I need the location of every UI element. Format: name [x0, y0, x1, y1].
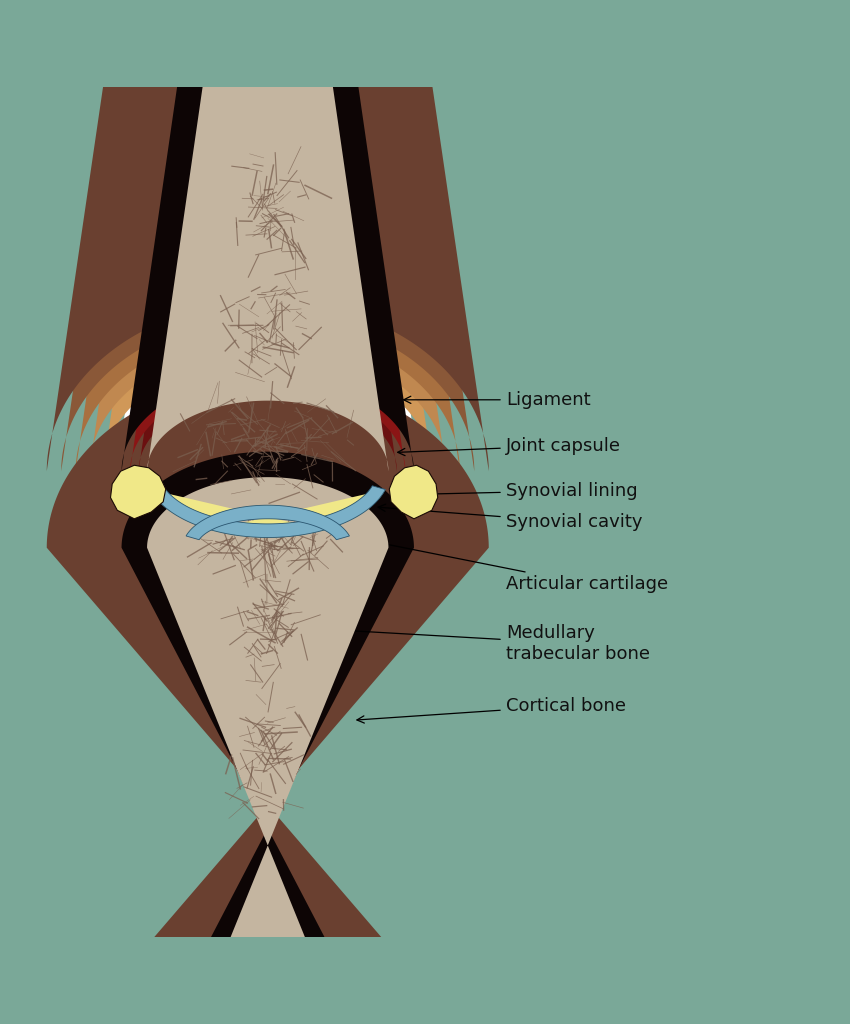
- Polygon shape: [103, 433, 433, 988]
- Text: Articular cartilage: Articular cartilage: [344, 534, 668, 593]
- Polygon shape: [61, 36, 474, 471]
- Polygon shape: [110, 465, 166, 519]
- Polygon shape: [116, 36, 419, 471]
- Polygon shape: [130, 460, 405, 988]
- Polygon shape: [147, 477, 388, 988]
- Polygon shape: [139, 469, 397, 988]
- Text: Joint capsule: Joint capsule: [398, 436, 620, 456]
- Polygon shape: [47, 378, 489, 988]
- Polygon shape: [47, 36, 489, 471]
- Polygon shape: [139, 36, 397, 471]
- Polygon shape: [103, 36, 433, 471]
- Polygon shape: [76, 36, 460, 471]
- Polygon shape: [89, 420, 446, 988]
- Polygon shape: [389, 465, 438, 519]
- Polygon shape: [122, 452, 414, 988]
- Text: Medullary
trabecular bone: Medullary trabecular bone: [285, 624, 649, 664]
- Polygon shape: [89, 36, 446, 471]
- Polygon shape: [61, 392, 474, 988]
- Polygon shape: [150, 489, 385, 538]
- Polygon shape: [130, 36, 405, 471]
- Polygon shape: [122, 36, 414, 471]
- Polygon shape: [147, 36, 388, 471]
- Polygon shape: [186, 505, 349, 540]
- Polygon shape: [116, 446, 419, 988]
- Text: Cortical bone: Cortical bone: [357, 696, 626, 723]
- Text: Ligament: Ligament: [404, 391, 591, 409]
- Polygon shape: [76, 406, 460, 988]
- Text: Synovial cavity: Synovial cavity: [378, 504, 643, 531]
- Text: Synovial lining: Synovial lining: [392, 481, 638, 500]
- Polygon shape: [150, 485, 385, 538]
